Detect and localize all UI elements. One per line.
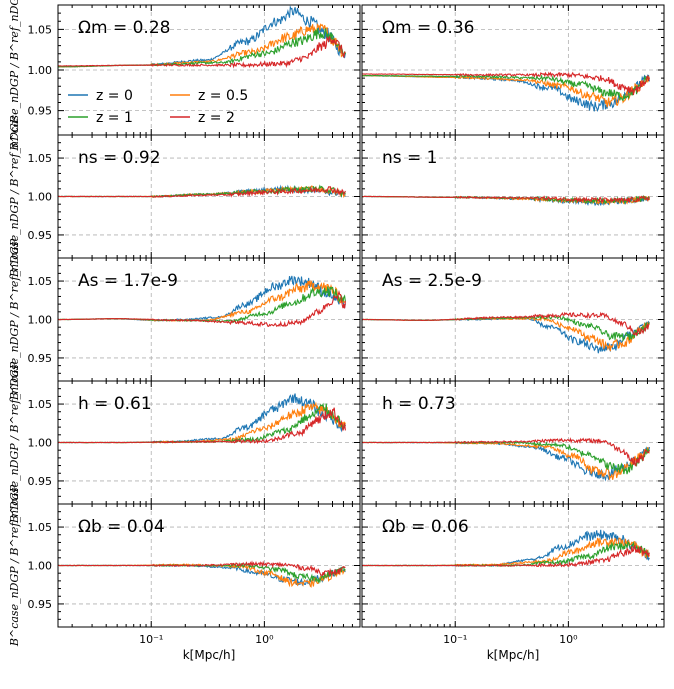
series-line (361, 537, 650, 567)
y-tick-label: 1.00 (28, 64, 53, 77)
series-line (361, 311, 650, 337)
series-line (361, 71, 650, 96)
panel-title: ns = 1 (382, 148, 438, 168)
panel: Ωb = 0.04 0.95 1.00 1.05 B^case_nDGP / B^ref… (8, 484, 361, 647)
y-axis-label: B^case_nDGP / B^ref_nDGP (8, 0, 21, 152)
panel: As = 1.7e-9 0.95 1.00 1.05 B^case_nDGP / B^r… (8, 238, 361, 401)
legend-label: z = 2 (198, 110, 235, 126)
y-axis-label: B^case_nDGP / B^ref_nDGP (8, 361, 21, 524)
y-tick-label: 1.00 (28, 191, 53, 204)
series-line (57, 407, 346, 445)
series-line (361, 437, 650, 467)
panel-title: Ωm = 0.36 (382, 18, 474, 38)
panel-title: Ωm = 0.28 (78, 18, 170, 38)
panel-title: As = 2.5e-9 (382, 271, 482, 291)
legend-label: z = 0 (96, 88, 133, 104)
series-line (361, 195, 650, 204)
y-tick-label: 1.00 (28, 560, 53, 573)
panel: h = 0.73 (361, 380, 665, 505)
x-tick-label: 10⁻¹ (139, 633, 163, 646)
y-tick-label: 0.95 (28, 475, 53, 488)
series-line (361, 540, 650, 567)
x-tick-label: 10⁰ (559, 633, 578, 646)
x-axis-label: k[Mpc/h] (487, 648, 540, 662)
series-line (361, 441, 650, 480)
panel: ns = 1 (361, 134, 665, 259)
y-tick-label: 1.05 (28, 23, 53, 36)
panel: Ωm = 0.36 (361, 4, 665, 136)
legend: z = 0 z = 0.5 z = 1 z = 2 (68, 88, 248, 126)
series-line (57, 185, 346, 198)
panel: Ωb = 0.06 (361, 503, 665, 628)
series-line (361, 441, 650, 482)
panel-frame (57, 503, 361, 628)
panel-title: h = 0.73 (382, 394, 456, 414)
y-axis-label: B^case_nDGP / B^ref_nDGP (8, 484, 21, 647)
y-tick-label: 0.95 (28, 352, 53, 365)
panel-frame (361, 503, 665, 628)
y-tick-label: 1.05 (28, 398, 53, 411)
panel: As = 2.5e-9 (361, 257, 665, 382)
y-tick-label: 1.00 (28, 314, 53, 327)
legend-label: z = 1 (96, 110, 133, 126)
legend-label: z = 0.5 (198, 88, 248, 104)
y-tick-label: 1.00 (28, 437, 53, 450)
y-tick-label: 0.95 (28, 105, 53, 118)
y-axis-label: B^case_nDGP / B^ref_nDGP (8, 115, 21, 278)
panel: ns = 0.92 0.95 1.00 1.05 B^case_nDGP / B^ref… (8, 115, 361, 278)
y-axis-label: B^case_nDGP / B^ref_nDGP (8, 238, 21, 401)
panel: Ωm = 0.28 0.95 1.00 1.05 B^case_nDGP / B^ref… (8, 0, 361, 152)
series-line (57, 35, 346, 69)
series-line (57, 286, 346, 324)
x-tick-label: 10⁻¹ (443, 633, 467, 646)
panel: h = 0.61 0.95 1.00 1.05 B^case_nDGP / B^ref_… (8, 361, 361, 524)
series-line (361, 316, 650, 354)
panel-title: Ωb = 0.06 (382, 517, 469, 537)
x-tick-label: 10⁰ (255, 633, 274, 646)
series-line (361, 74, 650, 102)
panel-title: As = 1.7e-9 (78, 271, 178, 291)
x-axis-label: k[Mpc/h] (183, 648, 236, 662)
series-line (57, 289, 346, 328)
series-line (361, 544, 650, 568)
y-tick-label: 1.05 (28, 275, 53, 288)
panel-title: Ωb = 0.04 (78, 517, 165, 537)
series-line (361, 316, 650, 352)
series-line (57, 560, 346, 577)
y-tick-label: 0.95 (28, 229, 53, 242)
y-tick-label: 0.95 (28, 598, 53, 611)
y-tick-label: 1.05 (28, 152, 53, 165)
panel-title: h = 0.61 (78, 394, 152, 414)
y-tick-label: 1.05 (28, 521, 53, 534)
panel-title: ns = 0.92 (78, 148, 161, 168)
